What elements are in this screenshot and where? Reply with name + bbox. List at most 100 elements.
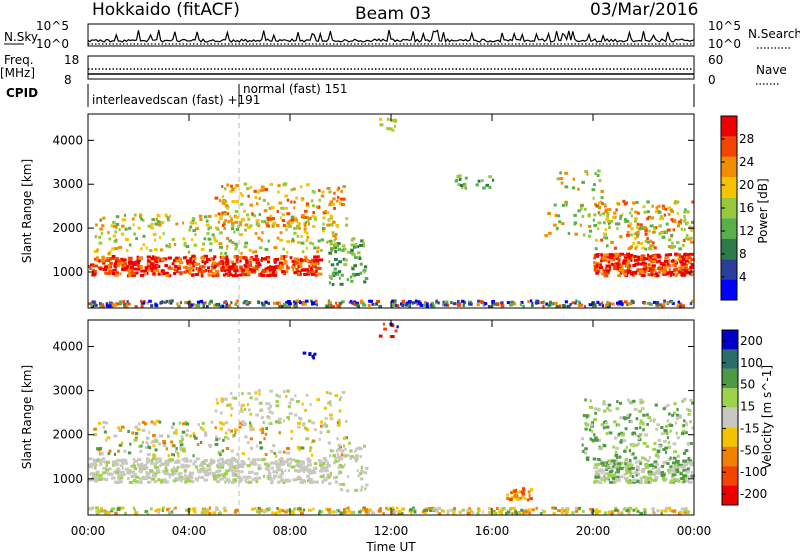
echo-cell: [611, 302, 615, 306]
echo-cell: [90, 462, 94, 466]
echo-cell: [619, 252, 624, 256]
echo-cell: [115, 263, 119, 267]
echo-cell: [625, 261, 631, 265]
echo-cell: [220, 251, 223, 255]
echo-cell: [340, 273, 344, 277]
echo-cell: [313, 190, 316, 194]
echo-cell: [281, 509, 285, 513]
echo-cell: [603, 476, 609, 480]
echo-cell: [377, 509, 382, 513]
echo-cell: [476, 303, 480, 307]
echo-cell: [231, 241, 235, 245]
echo-cell: [257, 389, 261, 392]
echo-cell: [642, 413, 646, 417]
echo-cell: [687, 268, 692, 272]
echo-cell: [248, 267, 252, 271]
echo-cell: [617, 222, 621, 226]
echo-cell: [429, 509, 433, 512]
echo-cell: [274, 511, 278, 515]
echo-cell: [181, 437, 184, 441]
echo-cell: [618, 300, 623, 304]
echo-cell: [307, 508, 312, 512]
colorbar-tick-label: 8: [739, 247, 747, 261]
echo-cell: [444, 303, 448, 307]
echo-cell: [656, 450, 661, 453]
echo-cell: [633, 255, 637, 258]
echo-cell: [350, 243, 355, 247]
echo-cell: [649, 480, 652, 484]
echo-cell: [291, 511, 296, 515]
echo-cell: [669, 509, 672, 512]
echo-cell: [191, 261, 195, 265]
colorbar-tick-label: 24: [739, 155, 754, 169]
echo-cell: [154, 304, 159, 308]
echo-cell: [127, 451, 132, 455]
echo-cell: [248, 263, 253, 267]
echo-cell: [292, 268, 295, 271]
echo-cell: [268, 410, 273, 414]
echo-cell: [138, 444, 141, 448]
echo-cell: [330, 248, 334, 252]
echo-cell: [266, 260, 270, 264]
colorbar-segment: [721, 259, 737, 280]
echo-cell: [183, 241, 187, 245]
echo-cell: [597, 169, 601, 173]
echo-cell: [203, 508, 206, 512]
echo-cell: [164, 271, 169, 275]
echo-cell: [334, 258, 338, 261]
echo-cell: [596, 174, 600, 177]
echo-cell: [139, 265, 143, 269]
echo-cell: [214, 196, 219, 200]
echo-cell: [110, 509, 114, 513]
colorbar-frame: [721, 329, 739, 506]
echo-cell: [96, 447, 100, 451]
echo-cell: [282, 247, 285, 251]
echo-cell: [585, 456, 590, 460]
echo-cell: [320, 194, 325, 198]
echo-cell: [119, 272, 122, 276]
echo-cell: [189, 225, 193, 229]
echo-cell: [140, 299, 143, 303]
echo-cell: [138, 256, 143, 260]
echo-cell: [108, 467, 112, 471]
echo-cell: [675, 200, 680, 204]
echo-cell: [169, 301, 173, 305]
echo-cell: [297, 258, 300, 262]
echo-cell: [176, 459, 179, 462]
echo-cell: [664, 207, 668, 211]
echo-cell: [114, 268, 117, 272]
echo-cell: [257, 236, 261, 240]
echo-cell: [255, 266, 258, 270]
echo-cell: [435, 509, 439, 513]
echo-cell: [640, 242, 643, 245]
echo-cell: [260, 188, 264, 192]
echo-cell: [388, 506, 392, 510]
echo-cell: [243, 272, 248, 276]
echo-cell: [284, 304, 289, 308]
echo-cell: [225, 447, 230, 450]
echo-cell: [655, 301, 659, 305]
echo-cell: [267, 302, 270, 305]
echo-cell: [100, 452, 104, 456]
echo-cell: [319, 461, 323, 465]
echo-cell: [246, 213, 250, 217]
echo-cell: [334, 394, 339, 398]
echo-cell: [148, 268, 152, 272]
echo-cell: [293, 271, 299, 275]
echo-cell: [409, 508, 413, 512]
echo-cell: [642, 475, 647, 479]
echo-cell: [274, 257, 279, 261]
echo-cell: [255, 444, 258, 448]
echo-cell: [291, 237, 294, 241]
echo-cell: [675, 470, 680, 474]
echo-cell: [626, 252, 630, 256]
echo-cell: [635, 460, 638, 464]
echo-cell: [249, 425, 253, 429]
echo-cell: [338, 201, 342, 205]
echo-cell: [655, 260, 659, 264]
echo-cell: [258, 401, 263, 405]
echo-cell: [595, 254, 599, 258]
echo-cell: [225, 469, 230, 473]
y-tick-label: 2000: [52, 428, 83, 442]
